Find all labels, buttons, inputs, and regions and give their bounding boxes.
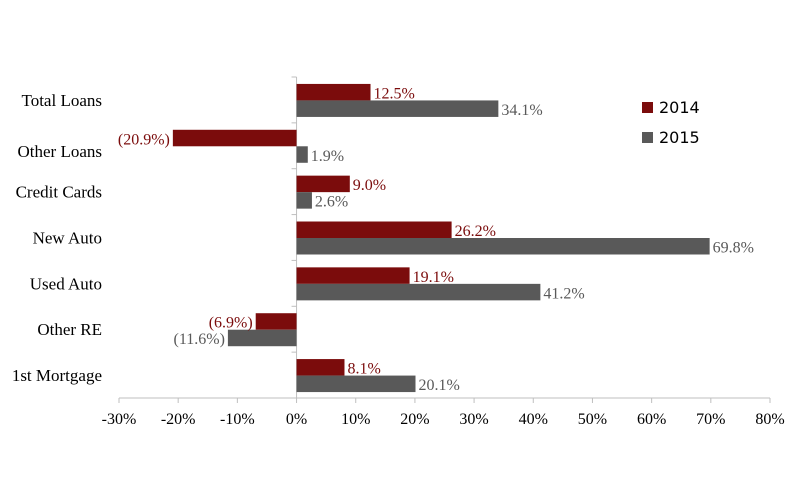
category-label: New Auto [33,229,102,248]
bar-2015 [296,100,499,117]
data-label: 34.1% [501,102,542,119]
data-label: 41.2% [543,285,584,302]
bar-2014 [172,129,297,147]
data-label: (20.9%) [118,131,170,148]
data-label: 8.1% [347,361,380,378]
data-label: (6.9%) [209,315,253,332]
bar-2014 [296,221,452,238]
data-label: 26.2% [455,223,496,240]
x-tick-label: 70% [696,411,725,428]
x-tick-label: -30% [102,411,137,428]
legend-swatch-2015 [642,132,653,143]
bar-2014 [296,359,345,376]
data-label: (11.6%) [174,331,225,348]
x-tick-label: 60% [637,411,666,428]
category-label: Other Loans [17,142,102,161]
bar-2014 [296,175,350,193]
legend: 2014 2015 [642,98,700,147]
bar-2014 [296,267,410,284]
legend-label-2014: 2014 [659,98,700,117]
x-tick-label: -20% [161,411,196,428]
legend-swatch-2014 [642,102,653,113]
x-tick-label: -10% [220,411,255,428]
x-tick-label: 30% [459,411,488,428]
x-tick-label: 20% [400,411,429,428]
bar-2015 [227,329,297,347]
data-label: 69.8% [713,240,754,257]
x-tick-label: 50% [578,411,607,428]
data-label: 20.1% [419,377,460,394]
data-label: 1.9% [311,148,344,165]
x-tick-label: 10% [341,411,370,428]
x-tick-label: 40% [519,411,548,428]
bar-2015 [296,192,312,209]
x-tick-label: 0% [286,411,307,428]
category-label: Used Auto [30,274,102,293]
bar-2014 [255,313,297,330]
bar-2015 [296,283,541,301]
x-tick-labels: -30% -20% -10% 0% 10% 20% 30% 40% 50% 60% 70% 80% [102,411,785,428]
data-label: 9.0% [353,177,386,194]
data-label: 12.5% [374,85,415,102]
category-label: Credit Cards [16,183,102,202]
bar-2015 [296,146,308,163]
data-label: 2.6% [315,194,348,211]
x-tick-label: 80% [755,411,784,428]
bar-2015 [296,238,710,255]
data-labels: 12.5% 34.1% (20.9%) 1.9% 9.0% 2.6% 26.2% 69.8% 1… [118,85,754,394]
bar-2015 [296,375,416,393]
legend-label-2015: 2015 [659,128,700,147]
bar-2014 [296,83,371,101]
category-label: Other RE [37,320,102,339]
data-label: 19.1% [413,269,454,286]
bars [172,83,710,393]
category-label: Total Loans [22,91,102,110]
category-labels: Total Loans Other Loans Credit Cards New Au… [12,91,102,385]
category-label: 1st Mortgage [12,366,102,385]
